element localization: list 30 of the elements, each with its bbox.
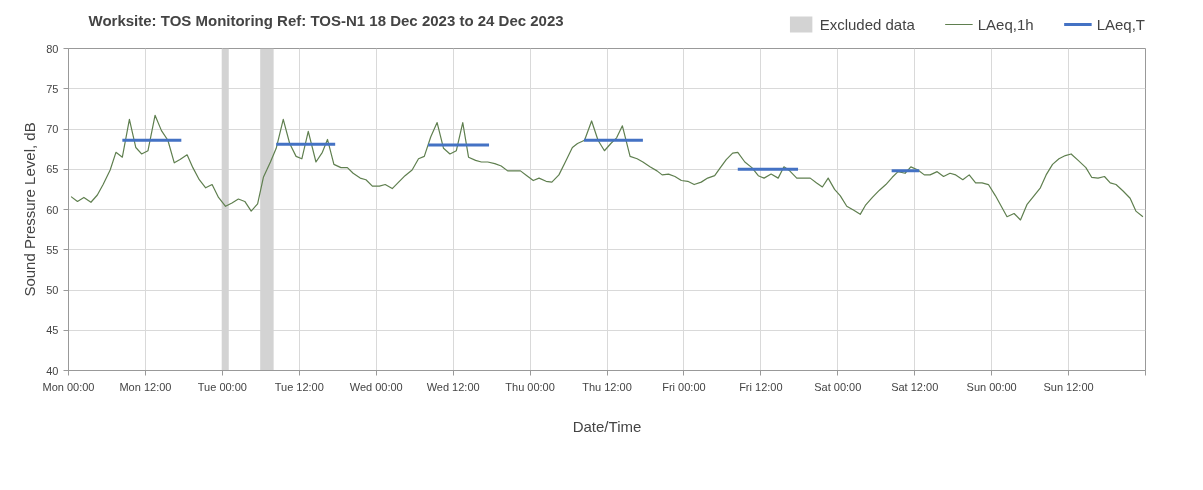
x-tick-label: Tue 12:00 <box>274 380 324 393</box>
x-axis-title: Date/Time <box>572 417 642 435</box>
x-tick-label: Sat 12:00 <box>891 380 939 393</box>
x-tick-label: Wed 00:00 <box>349 380 403 393</box>
y-tick-label: 50 <box>46 284 59 296</box>
legend-label: LAeq,1h <box>977 15 1034 33</box>
x-tick-label: Wed 12:00 <box>426 380 480 393</box>
y-axis-title: Sound Pressure Level, dB <box>21 122 39 297</box>
x-tick-label: Thu 12:00 <box>582 380 632 393</box>
y-tick-label: 40 <box>46 364 59 377</box>
line-series <box>70 114 1144 221</box>
x-tick-label: Sun 00:00 <box>966 380 1017 393</box>
chart-title: Worksite: TOS Monitoring Ref: TOS-N1 18 Dec 2023 to 24 Dec 2023 <box>88 11 564 29</box>
x-tick-label: Fri 00:00 <box>662 380 706 393</box>
y-tick-label: 60 <box>46 203 59 216</box>
x-tick-label: Tue 00:00 <box>197 380 247 393</box>
x-tick-label: Sat 00:00 <box>814 380 862 393</box>
y-tick-label: 45 <box>46 324 59 337</box>
x-tick-label: Mon 12:00 <box>119 380 172 393</box>
y-tick-label: 80 <box>46 42 59 55</box>
y-tick-label: 55 <box>46 243 59 256</box>
x-tick-label: Thu 00:00 <box>505 380 555 393</box>
x-tick-label: Fri 12:00 <box>739 380 783 393</box>
x-tick-label: Mon 00:00 <box>42 380 95 393</box>
legend-label: LAeq,T <box>1096 15 1145 33</box>
y-tick-label: 70 <box>46 123 59 135</box>
y-tick-label: 75 <box>46 82 59 95</box>
x-tick-label: Sun 12:00 <box>1043 380 1094 393</box>
y-tick-label: 65 <box>46 163 59 176</box>
legend-label: Excluded data <box>819 15 915 33</box>
